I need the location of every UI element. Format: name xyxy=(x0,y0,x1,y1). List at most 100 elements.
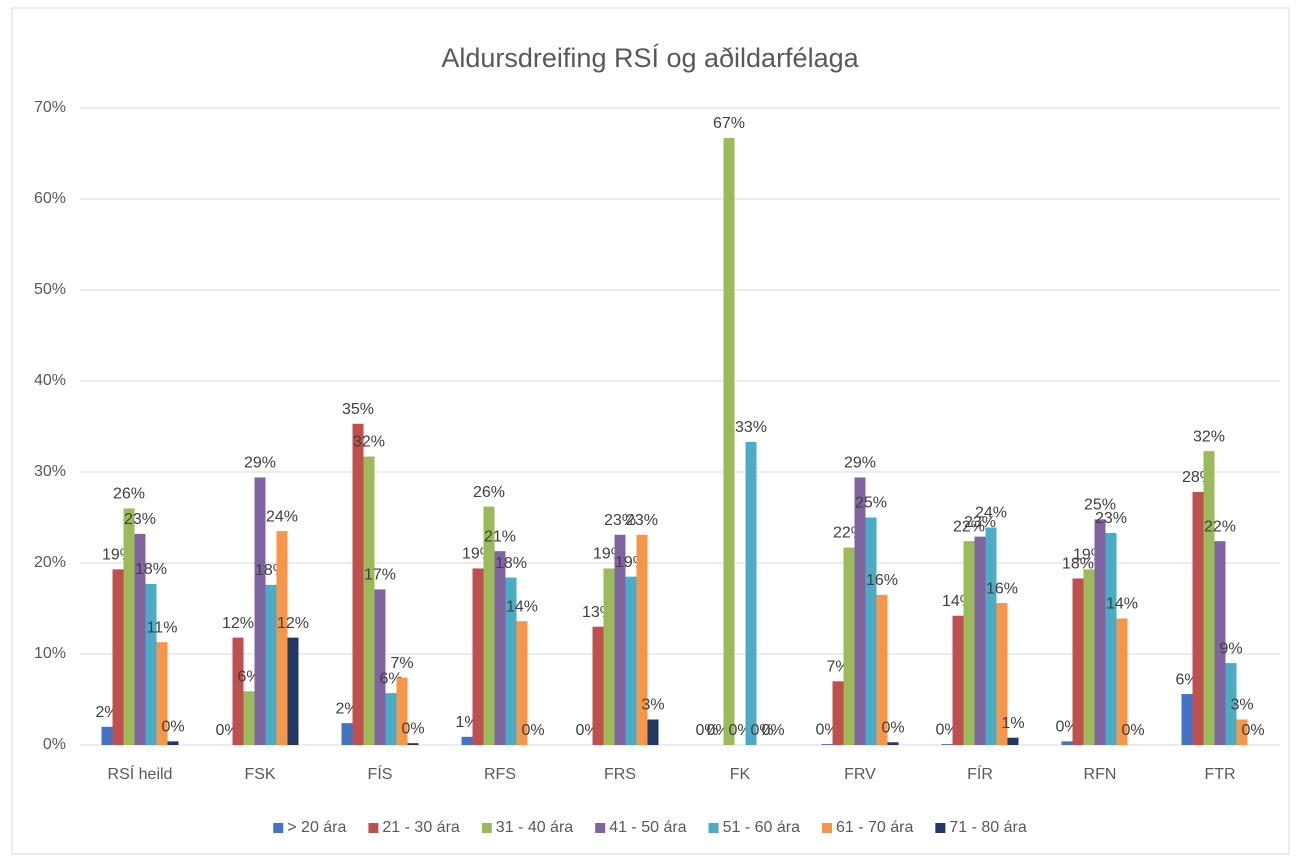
bar xyxy=(1214,541,1226,745)
bar xyxy=(1007,737,1019,745)
data-label: 12% xyxy=(277,615,309,632)
legend-item: 21 - 30 ára xyxy=(368,819,460,836)
legend-item: 51 - 60 ára xyxy=(708,819,800,836)
bar xyxy=(1061,741,1073,745)
data-label: 18% xyxy=(495,555,527,572)
data-label: 16% xyxy=(986,580,1018,597)
bar xyxy=(887,742,899,745)
data-label: 23% xyxy=(626,512,658,529)
data-label: 3% xyxy=(641,697,664,714)
bar xyxy=(494,551,506,745)
bar xyxy=(341,723,353,745)
data-label: 22% xyxy=(953,518,985,535)
bar xyxy=(254,477,266,745)
legend-item: 41 - 50 ára xyxy=(595,819,687,836)
x-tick-label: FTR xyxy=(1204,766,1235,783)
y-tick-label: 60% xyxy=(34,190,66,207)
bar xyxy=(1094,519,1106,745)
data-label: 23% xyxy=(124,511,156,528)
legend-item: 61 - 70 ára xyxy=(821,819,913,836)
data-label: 25% xyxy=(855,495,887,512)
bar xyxy=(952,615,964,745)
y-tick-label: 10% xyxy=(34,645,66,662)
bar xyxy=(265,584,277,745)
data-label: 35% xyxy=(342,401,374,418)
bar xyxy=(865,517,877,745)
data-label: 29% xyxy=(844,455,876,472)
bar xyxy=(1072,578,1084,745)
y-tick-label: 30% xyxy=(34,463,66,480)
data-label: 7% xyxy=(390,655,413,672)
bar xyxy=(1181,694,1193,745)
data-label: 67% xyxy=(713,115,745,132)
bar xyxy=(156,642,168,745)
bar xyxy=(145,583,157,745)
data-label: 23% xyxy=(1095,510,1127,527)
bar xyxy=(134,533,146,745)
bar xyxy=(385,693,397,745)
legend-swatch xyxy=(821,823,832,833)
data-label: 21% xyxy=(484,528,516,545)
bar xyxy=(592,626,604,745)
bar xyxy=(461,736,473,745)
bar xyxy=(1083,569,1095,745)
data-label: 3% xyxy=(1230,697,1253,714)
data-label: 23% xyxy=(604,512,636,529)
x-tick-label: RFS xyxy=(484,766,516,783)
bar xyxy=(614,534,626,745)
bar xyxy=(472,568,484,745)
bar xyxy=(352,423,364,745)
bar xyxy=(101,726,113,745)
legend-label: 21 - 30 ára xyxy=(382,819,459,836)
data-label: 33% xyxy=(735,419,767,436)
data-label: 18% xyxy=(135,561,167,578)
chart-title: Aldursdreifing RSÍ og aðildarfélaga xyxy=(441,43,859,73)
x-tick-label: FK xyxy=(730,766,751,783)
bar xyxy=(723,138,735,745)
bar xyxy=(647,719,659,745)
y-tick-label: 40% xyxy=(34,372,66,389)
bar xyxy=(1203,451,1215,745)
y-tick-label: 0% xyxy=(43,736,66,753)
data-label: 16% xyxy=(866,572,898,589)
data-label: 24% xyxy=(266,508,298,525)
bar xyxy=(876,594,888,745)
bar xyxy=(1236,719,1248,745)
bar xyxy=(483,506,495,745)
legend-item: > 20 ára xyxy=(273,819,347,836)
x-tick-label: FRV xyxy=(844,766,876,783)
bar xyxy=(1105,532,1117,745)
bar xyxy=(287,637,299,745)
bar xyxy=(167,741,179,745)
bar xyxy=(112,569,124,745)
bar xyxy=(1225,663,1237,745)
y-tick-label: 20% xyxy=(34,554,66,571)
data-label: 0% xyxy=(761,722,784,739)
data-label: 24% xyxy=(975,505,1007,522)
data-label: 22% xyxy=(1204,518,1236,535)
legend-label: > 20 ára xyxy=(287,819,346,836)
bar xyxy=(505,577,517,745)
legend-item: 31 - 40 ára xyxy=(481,819,573,836)
data-label: 12% xyxy=(222,615,254,632)
data-label: 0% xyxy=(750,722,773,739)
legend-swatch xyxy=(481,823,492,833)
bar xyxy=(396,677,408,745)
bar xyxy=(854,477,866,745)
data-label: 11% xyxy=(147,619,178,636)
bar xyxy=(636,534,648,745)
data-label: 26% xyxy=(113,486,145,503)
x-tick-label: RSÍ heild xyxy=(108,764,173,783)
legend-swatch xyxy=(368,823,379,833)
data-label: 9% xyxy=(1219,640,1242,657)
bar xyxy=(1116,618,1128,745)
legend-label: 41 - 50 ára xyxy=(609,819,686,836)
bar xyxy=(974,536,986,745)
legend-swatch xyxy=(935,823,946,833)
legend-label: 31 - 40 ára xyxy=(496,819,573,836)
data-label: 29% xyxy=(244,455,276,472)
bar xyxy=(407,743,419,745)
bar xyxy=(625,576,637,745)
legend-swatch xyxy=(273,823,284,833)
